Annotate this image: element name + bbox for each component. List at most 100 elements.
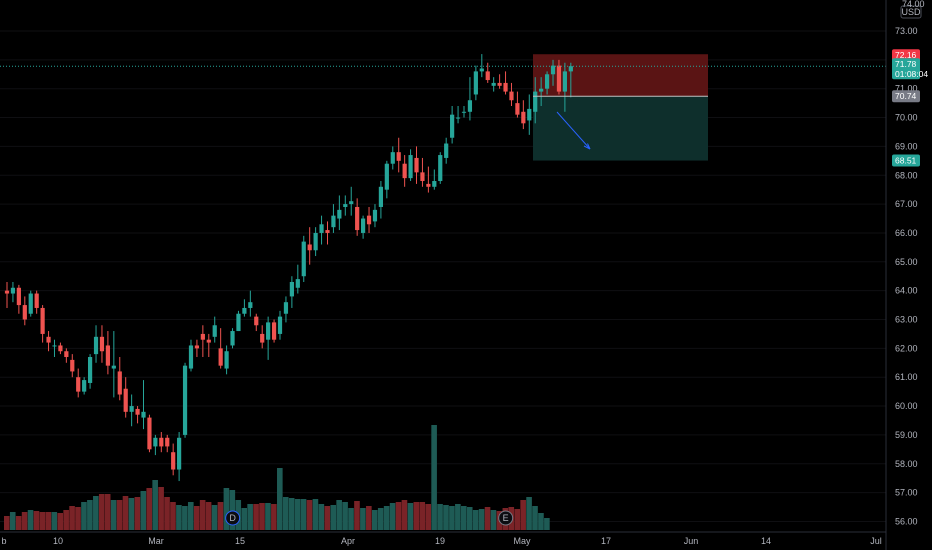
time-axis[interactable]: b 10 Mar 15 Apr 19 May 17 Jun 14 Jul [1, 536, 881, 546]
candle [438, 152, 443, 184]
volume-bar [312, 499, 319, 530]
volume-bar [371, 510, 378, 530]
candle [444, 137, 449, 164]
volume-bar [449, 506, 455, 530]
candle [64, 348, 69, 363]
candle [384, 160, 389, 199]
candle [420, 157, 425, 187]
candle [414, 146, 419, 184]
short-position-tool[interactable] [533, 54, 708, 161]
candle [515, 91, 520, 118]
volume-bar [300, 499, 307, 530]
volume-bar [15, 516, 22, 530]
volume-bar [229, 490, 236, 530]
volume-bar [217, 502, 224, 530]
y-tick-label: 66.00 [895, 228, 918, 238]
price-tag-text: 70.74 [895, 91, 917, 101]
volume-bar [193, 506, 200, 530]
candle [135, 406, 140, 424]
price-axis[interactable]: 73.0072.0071.0070.0069.0068.0067.0066.00… [895, 26, 918, 526]
candle [123, 377, 128, 418]
volume-bar [152, 480, 158, 530]
volume-bar [460, 506, 467, 530]
volume-bar [81, 502, 87, 530]
volume-bar [33, 511, 40, 530]
volume-bar [9, 512, 16, 530]
volume-bar [134, 497, 141, 530]
event-marker[interactable]: D [225, 510, 241, 526]
volume-bar [69, 506, 75, 530]
event-marker-label: E [503, 513, 509, 523]
volume-bar [182, 506, 188, 530]
candle [188, 339, 194, 372]
candle [165, 434, 170, 453]
price-tag-entry: 70.74 [892, 90, 920, 103]
x-tick-label: Jul [870, 536, 882, 546]
volume-bar [265, 503, 271, 530]
candle [70, 354, 75, 378]
price-tag-target: 68.51 [892, 154, 920, 167]
currency-badge[interactable]: USD [900, 5, 922, 19]
volume-bar [271, 504, 277, 530]
candle [236, 310, 241, 332]
arrow-shaft [556, 111, 591, 150]
volume-bar [413, 502, 420, 530]
candle [432, 169, 437, 190]
volume-bar [538, 513, 544, 530]
candle [479, 54, 484, 78]
candle [111, 331, 116, 398]
price-tag-text: 68.51 [895, 156, 917, 166]
volume-bar [87, 500, 93, 530]
candle [550, 59, 556, 86]
volume-bar [419, 502, 426, 530]
volume-bar [377, 508, 384, 530]
candle [248, 290, 253, 317]
volume-bar [407, 503, 414, 530]
volume-bar [389, 503, 396, 530]
volume-bar [146, 488, 153, 530]
grid [0, 30, 886, 522]
candle [331, 204, 336, 233]
candle [509, 82, 514, 107]
price-candles [4, 54, 573, 482]
volume-bar [116, 500, 123, 530]
x-tick-label: Apr [341, 536, 355, 546]
volume-bar [443, 505, 449, 530]
candle [503, 71, 508, 95]
volume-bar [342, 502, 348, 530]
y-tick-label: 61.00 [895, 372, 918, 382]
volume-bar [164, 497, 170, 530]
y-tick-label: 58.00 [895, 459, 918, 469]
y-tick-label: 56.00 [895, 516, 918, 526]
y-tick-label: 60.00 [895, 401, 918, 411]
volume-bar [294, 499, 301, 530]
candle [76, 368, 81, 398]
y-tick-label: 65.00 [895, 257, 918, 267]
volume-bar [520, 500, 526, 530]
candle [99, 325, 105, 363]
volume-bar [176, 505, 182, 530]
volume-bar [514, 509, 521, 530]
candle [117, 357, 122, 401]
y-tick-label: 62.00 [895, 343, 918, 353]
candle [355, 198, 360, 236]
volume-bar [425, 504, 431, 530]
candle [129, 394, 134, 427]
candle [52, 339, 57, 358]
event-marker[interactable]: E [498, 510, 514, 526]
volume-bar [211, 505, 218, 530]
volume-bar [205, 502, 212, 530]
volume-bar [259, 503, 265, 530]
candle [4, 281, 10, 308]
currency-label: USD [901, 7, 921, 17]
volume-bar [490, 510, 497, 530]
candle [402, 155, 407, 187]
volume-bar [282, 497, 289, 530]
candle [242, 299, 247, 317]
volume-bar [431, 425, 437, 530]
y-tick-label: 68.00 [895, 170, 918, 180]
x-tick-label: Mar [148, 536, 164, 546]
